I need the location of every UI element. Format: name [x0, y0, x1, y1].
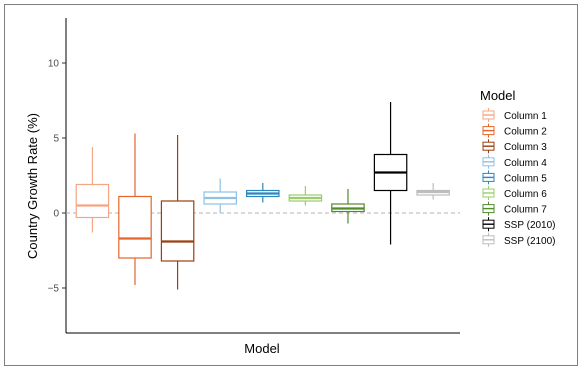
- legend-item-4: Column 4: [482, 154, 547, 169]
- legend-label: Column 3: [504, 142, 547, 153]
- box-2: [118, 133, 152, 285]
- box-7: [331, 189, 365, 224]
- y-tick-label: 5: [53, 134, 59, 145]
- y-axis-label: Country Growth Rate (%): [25, 113, 40, 259]
- legend-title: Model: [480, 88, 516, 103]
- interquartile-box: [118, 195, 152, 259]
- box-3: [160, 135, 195, 290]
- box-1: [75, 147, 110, 233]
- box-4: [203, 178, 237, 213]
- legend-label: SSP (2100): [504, 236, 556, 247]
- legend-label: Column 2: [504, 127, 547, 138]
- box-5: [246, 183, 280, 203]
- legend-label: SSP (2010): [504, 220, 556, 231]
- y-tick-label: 10: [48, 59, 60, 70]
- legend-label: Column 7: [504, 205, 547, 216]
- legend-item-7: Column 7: [482, 201, 547, 216]
- legend-group: Column 1 Column 2 Column 3 Column 4 Column 5…: [482, 108, 556, 247]
- axes-group: −5 0 5 10: [48, 18, 460, 334]
- box-6: [288, 186, 323, 206]
- y-tick-label: 0: [53, 209, 59, 220]
- interquartile-box: [75, 183, 110, 219]
- legend-item-6: Column 6: [482, 186, 547, 200]
- legend-item-8: SSP (2010): [482, 217, 556, 232]
- legend-item-2: Column 2: [482, 123, 547, 138]
- legend-label: Column 1: [504, 111, 547, 122]
- box-9: [416, 183, 450, 200]
- boxes-group: [75, 102, 450, 290]
- legend-item-3: Column 3: [482, 139, 547, 154]
- interquartile-box: [160, 200, 195, 262]
- legend-label: Column 6: [504, 189, 547, 200]
- legend-item-9: SSP (2100): [482, 232, 556, 247]
- legend-item-5: Column 5: [482, 170, 547, 185]
- legend-label: Column 4: [504, 158, 547, 169]
- box-8: [373, 102, 408, 245]
- legend-label: Column 5: [504, 173, 547, 184]
- legend-item-1: Column 1: [482, 108, 547, 122]
- y-tick-label: −5: [48, 284, 60, 295]
- x-axis-label: Model: [244, 341, 280, 356]
